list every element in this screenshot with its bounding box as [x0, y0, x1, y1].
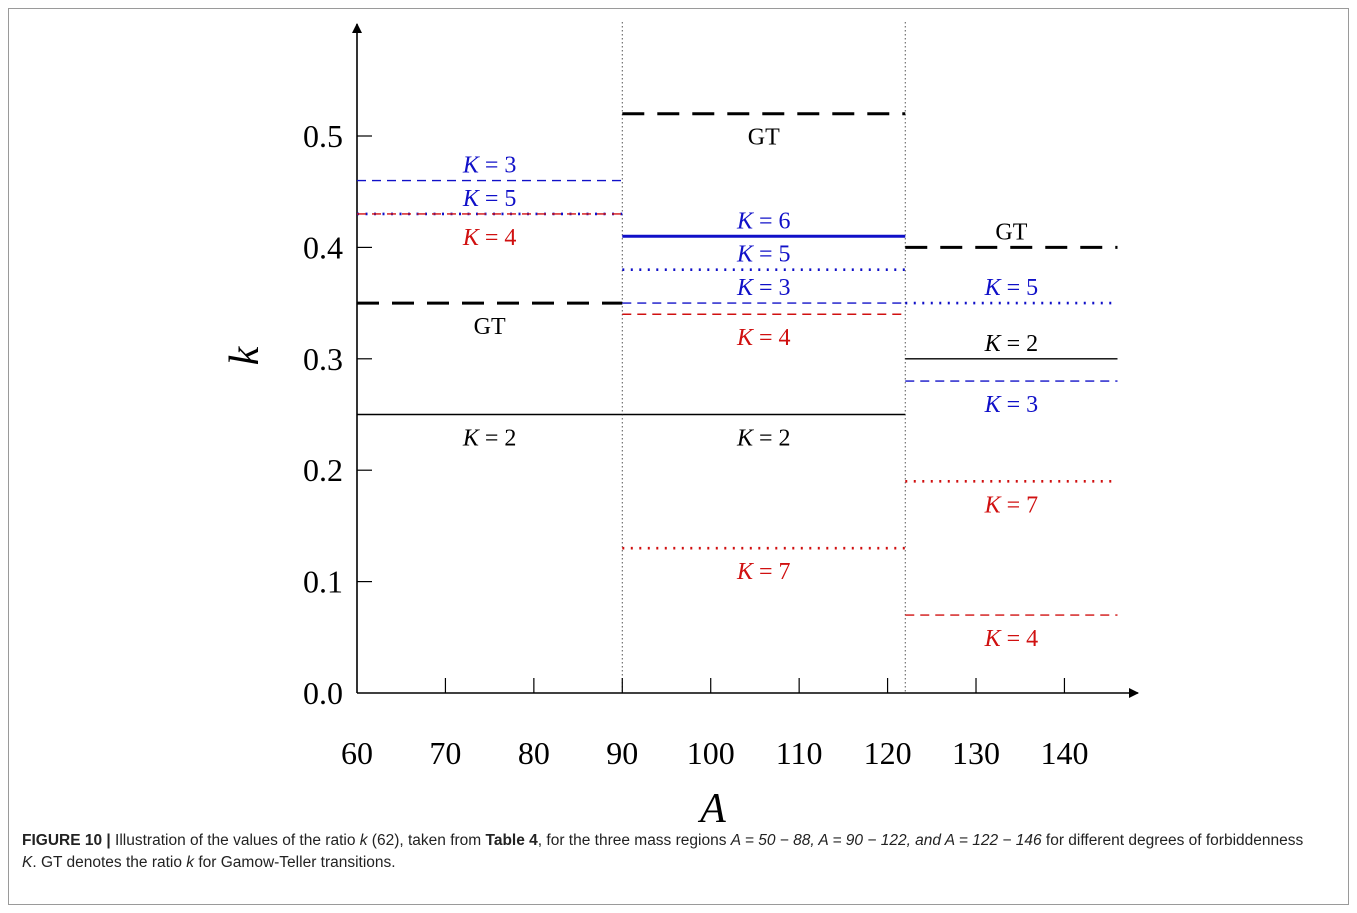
caption-text: . GT denotes the ratio [32, 854, 187, 871]
segment-label-k-3: K = 3 [984, 392, 1039, 418]
x-tick-label: 100 [687, 735, 735, 771]
region-boundaries [621, 22, 906, 693]
y-tick-label: 0.3 [303, 341, 343, 377]
ticks: 60 70 80 90 100 110 120 130 140 0.0 0.1 0.2 0.3 0.4 0.… [303, 118, 1088, 771]
segment-label-gt: GT [748, 125, 780, 151]
caption-text: Illustration of the values of the ratio [110, 832, 360, 849]
figure-frame [8, 8, 1349, 905]
x-tick-label: 110 [776, 735, 823, 771]
x-axis-label: A [697, 786, 726, 830]
y-tick-label: 0.5 [303, 118, 343, 154]
segment-label-k-3: K = 3 [736, 275, 791, 301]
segment-labels: K = 3 K = 5 K = 4 GT K = 2 GT K = 6 K = 5 K = 3 K… [462, 125, 1038, 652]
data-segments [357, 112, 1118, 616]
segment-label-k-4: K = 4 [984, 626, 1039, 652]
segment-label-k-3: K = 3 [462, 153, 517, 179]
x-tick-label: 60 [341, 735, 373, 771]
caption-K: K [22, 854, 33, 871]
segment-label-k-4: K = 4 [462, 225, 517, 251]
x-tick-label: 140 [1040, 735, 1088, 771]
caption-regions: A = 50 − 88, A = 90 − 122, and A = 122 −… [730, 832, 1042, 849]
segment-label-k-5: K = 5 [736, 242, 791, 268]
y-tick-label: 0.4 [303, 229, 343, 265]
segment-label-gt: GT [995, 219, 1027, 245]
table-reference: Table 4 [485, 832, 538, 849]
segment-label-k-2: K = 2 [736, 426, 791, 452]
x-tick-label: 70 [429, 735, 461, 771]
caption-k: k [186, 854, 195, 871]
segment-label-k-5: K = 5 [462, 186, 517, 212]
y-tick-label: 0.2 [303, 452, 343, 488]
segment-label-k-7: K = 7 [736, 559, 791, 585]
figure-caption: FIGURE 10 | Illustration of the values o… [22, 830, 1322, 874]
segment-label-gt: GT [474, 314, 506, 340]
caption-text: , for the three mass regions [537, 832, 731, 849]
x-tick-label: 90 [606, 735, 638, 771]
ratio-k-chart: 60 70 80 90 100 110 120 130 140 0.0 0.1 0.2 0.3 0.4 0.… [222, 22, 1139, 830]
segment-label-k-5: K = 5 [984, 275, 1039, 301]
segment-label-k-7: K = 7 [984, 492, 1039, 518]
y-axis-label: k [222, 345, 268, 365]
x-tick-label: 80 [518, 735, 550, 771]
y-tick-label: 0.1 [303, 564, 343, 600]
caption-text: for Gamow-Teller transitions. [194, 854, 396, 871]
y-tick-label: 0.0 [303, 675, 343, 711]
caption-k: k [359, 832, 368, 849]
figure-number: FIGURE 10 | [22, 832, 111, 849]
caption-text: for different degrees of forbiddenness [1041, 832, 1304, 849]
segment-label-k-6: K = 6 [736, 208, 791, 234]
segment-label-k-2: K = 2 [462, 426, 517, 452]
x-tick-label: 120 [864, 735, 912, 771]
x-tick-label: 130 [952, 735, 1000, 771]
caption-text: (62), taken from [367, 832, 486, 849]
segment-label-k-4: K = 4 [736, 325, 791, 351]
segment-label-k-2: K = 2 [984, 331, 1039, 357]
